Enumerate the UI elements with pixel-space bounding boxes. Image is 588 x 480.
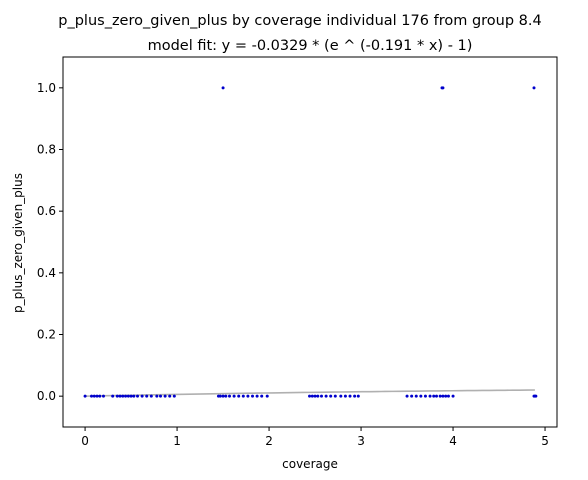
data-point — [438, 394, 442, 398]
data-point — [316, 394, 320, 398]
data-point — [221, 394, 225, 398]
fit-line-layer — [85, 389, 535, 397]
model-fit-line — [85, 389, 535, 397]
data-point — [92, 394, 96, 398]
points-layer — [83, 86, 538, 398]
data-point — [237, 394, 241, 398]
data-point — [348, 394, 352, 398]
data-point — [310, 394, 314, 398]
y-tick-label: 1.0 — [37, 81, 56, 95]
chart-title: p_plus_zero_given_plus by coverage indiv… — [58, 13, 541, 29]
data-point — [155, 394, 159, 398]
y-tick-label: 0.4 — [37, 266, 56, 280]
x-tick-label: 2 — [265, 434, 273, 448]
data-point — [308, 394, 312, 398]
data-point — [132, 394, 136, 398]
data-point — [532, 86, 536, 90]
data-point — [232, 394, 236, 398]
data-point — [121, 394, 125, 398]
data-point — [90, 394, 94, 398]
y-axis-label: p_plus_zero_given_plus — [11, 173, 25, 313]
data-point — [410, 394, 414, 398]
data-point — [101, 394, 105, 398]
data-point — [224, 394, 228, 398]
data-point — [428, 394, 432, 398]
data-point — [339, 394, 343, 398]
data-point — [414, 394, 418, 398]
y-tick-label: 0.2 — [37, 328, 56, 342]
x-tick-label: 3 — [357, 434, 365, 448]
data-point — [168, 394, 172, 398]
data-point — [255, 394, 259, 398]
data-point — [405, 394, 409, 398]
data-point — [451, 394, 455, 398]
data-point — [251, 394, 255, 398]
data-point — [98, 394, 102, 398]
data-point — [260, 394, 264, 398]
data-point — [265, 394, 269, 398]
x-tick-label: 5 — [541, 434, 549, 448]
data-point — [319, 394, 323, 398]
y-tick-label: 0.0 — [37, 389, 56, 403]
data-point — [313, 394, 317, 398]
plot-frame — [62, 56, 558, 428]
data-point — [441, 394, 445, 398]
data-point — [159, 394, 163, 398]
data-point — [423, 394, 427, 398]
x-tick-label: 4 — [449, 434, 457, 448]
data-point — [145, 394, 149, 398]
data-point — [221, 86, 225, 90]
data-point — [140, 394, 144, 398]
y-tick-label: 0.8 — [37, 143, 56, 157]
data-point — [534, 394, 538, 398]
data-point — [329, 394, 333, 398]
data-point — [118, 394, 122, 398]
x-tick-label: 1 — [173, 434, 181, 448]
data-point — [115, 394, 119, 398]
data-point — [441, 86, 445, 90]
data-point — [149, 394, 153, 398]
data-point — [353, 394, 357, 398]
data-point — [228, 394, 232, 398]
x-axis-ticks: 0 1 2 3 4 5 — [81, 427, 549, 448]
data-point — [126, 394, 130, 398]
data-point — [432, 394, 436, 398]
data-point — [136, 394, 140, 398]
x-axis-label: coverage — [282, 457, 338, 471]
data-point — [241, 394, 245, 398]
data-point — [124, 394, 128, 398]
y-tick-label: 0.6 — [37, 204, 56, 218]
data-point — [356, 394, 360, 398]
data-point — [95, 394, 99, 398]
data-point — [218, 394, 222, 398]
data-point — [111, 394, 115, 398]
data-point — [163, 394, 167, 398]
data-point — [129, 394, 133, 398]
data-point — [343, 394, 347, 398]
data-point — [444, 394, 448, 398]
data-point — [434, 394, 438, 398]
data-point — [83, 394, 87, 398]
chart-subtitle: model fit: y = -0.0329 * (e ^ (-0.191 * … — [148, 38, 473, 54]
y-axis-ticks: 0.0 0.2 0.4 0.6 0.8 1.0 — [37, 81, 63, 403]
data-point — [172, 394, 176, 398]
data-point — [446, 394, 450, 398]
data-point — [333, 394, 337, 398]
data-point — [324, 394, 328, 398]
data-point — [246, 394, 250, 398]
data-point — [419, 394, 423, 398]
x-tick-label: 0 — [81, 434, 89, 448]
